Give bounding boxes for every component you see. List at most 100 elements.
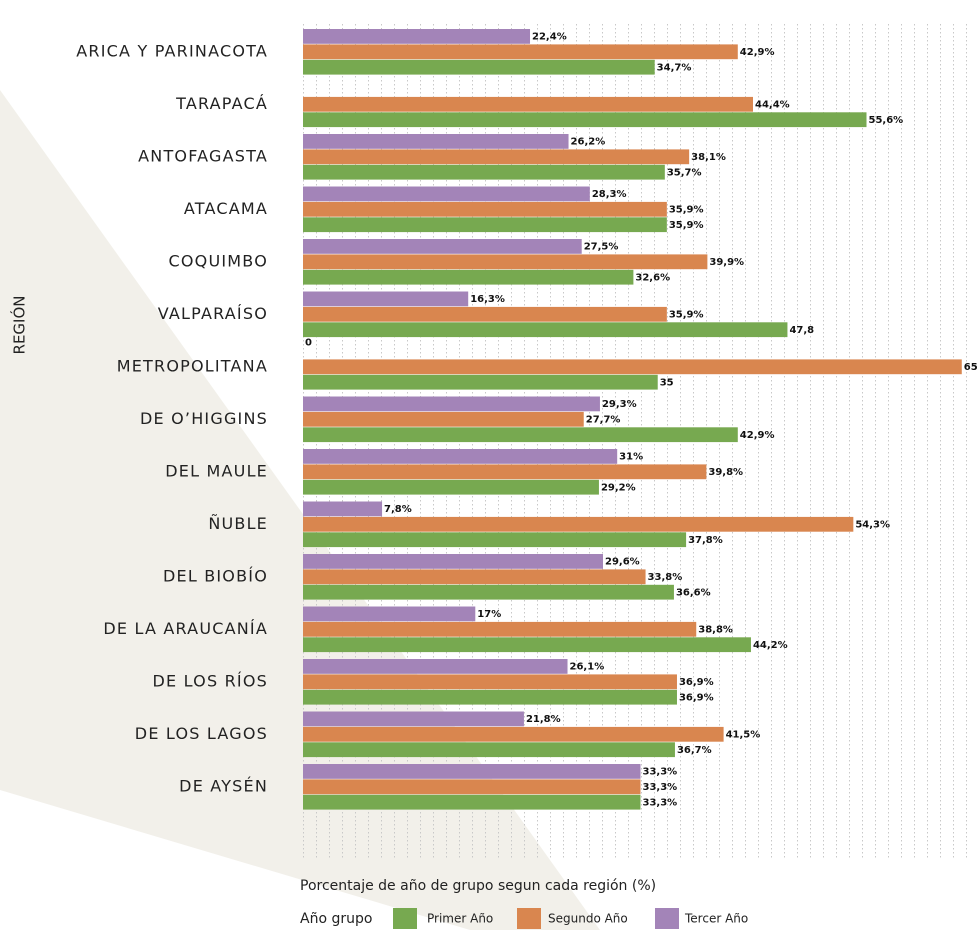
bar xyxy=(303,584,674,600)
value-label: 37,8% xyxy=(688,535,723,546)
value-label: 26,2% xyxy=(571,137,606,148)
bar xyxy=(303,569,646,585)
value-label: 36,9% xyxy=(679,693,714,704)
bar xyxy=(303,711,524,727)
category-label: VALPARAÍSO xyxy=(158,304,268,323)
bar xyxy=(303,449,618,464)
legend: Primer Año Segundo Año Tercer Año xyxy=(393,908,748,929)
bar xyxy=(303,149,690,165)
bar xyxy=(303,554,603,569)
category-label: DE AYSÉN xyxy=(179,777,268,796)
value-label: 35,9% xyxy=(669,205,704,216)
bar xyxy=(303,306,667,322)
legend-label: Primer Año xyxy=(427,912,493,926)
bar xyxy=(303,201,667,217)
value-label: 42,9% xyxy=(740,47,775,58)
value-label: 33,3% xyxy=(642,798,677,809)
value-label: 16,3% xyxy=(470,294,505,305)
legend-swatch xyxy=(393,908,417,929)
bar xyxy=(303,59,655,75)
value-label: 41,5% xyxy=(726,730,761,741)
bar xyxy=(303,186,590,202)
value-label: 33,3% xyxy=(642,782,677,793)
value-label: 35,7% xyxy=(667,168,702,179)
y-axis-title: REGIÓN xyxy=(10,296,29,355)
bar xyxy=(303,217,667,233)
value-label: 38,8% xyxy=(698,625,733,636)
bar xyxy=(303,606,476,622)
bar xyxy=(303,112,867,128)
value-label: 29,6% xyxy=(605,557,640,568)
value-label: 54,3% xyxy=(855,520,890,531)
bar xyxy=(303,29,531,44)
bar xyxy=(303,516,854,532)
bar xyxy=(303,254,708,270)
bar xyxy=(303,44,738,60)
bar xyxy=(303,269,634,285)
legend-swatch xyxy=(517,908,541,929)
value-label: 34,7% xyxy=(657,63,692,74)
category-label: DE LOS LAGOS xyxy=(135,724,268,743)
bar xyxy=(303,689,677,705)
bar xyxy=(303,659,568,674)
legend-label: Tercer Año xyxy=(684,912,748,926)
value-label: 29,2% xyxy=(601,483,636,494)
category-label: DE LOS RÍOS xyxy=(153,672,268,691)
value-label: 32,6% xyxy=(635,273,670,284)
bar xyxy=(303,479,599,495)
value-label: 22,4% xyxy=(532,32,567,43)
value-label: 35,9% xyxy=(669,310,704,321)
bar xyxy=(303,726,724,742)
value-label: 44,4% xyxy=(755,100,790,111)
category-label: DE O’HIGGINS xyxy=(140,409,268,428)
bar xyxy=(303,637,751,653)
value-label: 27,7% xyxy=(586,415,621,426)
category-label: DE LA ARAUCANÍA xyxy=(103,619,268,638)
value-label: 31% xyxy=(619,452,643,463)
value-label: 33,8% xyxy=(648,572,683,583)
value-label: 65 xyxy=(964,362,978,373)
category-label: COQUIMBO xyxy=(169,252,268,271)
value-label: 55,6% xyxy=(869,115,904,126)
value-label: 28,3% xyxy=(592,189,627,200)
bar xyxy=(303,134,569,149)
legend-swatch xyxy=(655,908,679,929)
value-label: 44,2% xyxy=(753,640,788,651)
category-label: DEL MAULE xyxy=(165,462,268,481)
value-label: 17% xyxy=(477,609,501,620)
bar xyxy=(303,359,962,375)
bar xyxy=(303,239,582,254)
value-label: 0 xyxy=(305,337,312,348)
value-label: 36,6% xyxy=(676,588,711,599)
value-label: 35 xyxy=(660,378,674,389)
legend-label: Segundo Año xyxy=(548,912,628,926)
bar xyxy=(303,674,677,690)
legend-title: Año grupo xyxy=(300,911,372,927)
value-label: 35,9% xyxy=(669,220,704,231)
value-label: 38,1% xyxy=(691,152,726,163)
value-label: 27,5% xyxy=(584,242,619,253)
bar xyxy=(303,291,469,307)
category-label: ÑUBLE xyxy=(208,514,268,533)
category-label: DEL BIOBÍO xyxy=(163,567,268,586)
bar xyxy=(303,794,641,810)
bar xyxy=(303,411,584,427)
category-label: TARAPACÁ xyxy=(175,94,268,113)
value-label: 39,8% xyxy=(708,467,743,478)
category-label: ARICA Y PARINACOTA xyxy=(76,42,268,61)
value-label: 42,9% xyxy=(740,430,775,441)
value-label: 21,8% xyxy=(526,714,561,725)
bar xyxy=(303,427,738,443)
bar xyxy=(303,322,788,338)
category-label: ATACAMA xyxy=(184,199,268,218)
bar xyxy=(303,164,665,180)
bar xyxy=(303,96,753,112)
value-label: 36,7% xyxy=(677,745,712,756)
bar xyxy=(303,374,658,390)
bar xyxy=(303,779,641,795)
value-label: 39,9% xyxy=(709,257,744,268)
value-label: 47,8 xyxy=(789,325,814,336)
value-label: 36,9% xyxy=(679,677,714,688)
x-axis-title: Porcentaje de año de grupo segun cada re… xyxy=(300,878,656,894)
bar xyxy=(303,396,600,412)
